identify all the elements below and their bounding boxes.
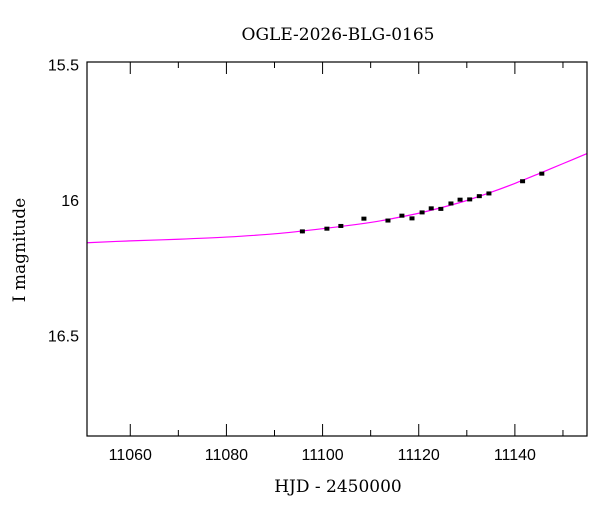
y-tick-label: 15.5 bbox=[48, 58, 79, 75]
data-point bbox=[520, 179, 526, 184]
data-point bbox=[409, 216, 415, 221]
x-tick-label: 11080 bbox=[205, 447, 248, 464]
point-marker bbox=[338, 223, 344, 228]
point-marker bbox=[539, 171, 545, 176]
data-point bbox=[457, 197, 463, 202]
point-marker bbox=[324, 226, 330, 231]
point-marker bbox=[409, 216, 415, 221]
model-curve bbox=[86, 153, 588, 244]
point-marker bbox=[299, 229, 305, 234]
data-point bbox=[486, 191, 492, 196]
axis-ticks bbox=[129, 62, 564, 436]
point-marker bbox=[428, 206, 434, 211]
data-point bbox=[338, 223, 344, 228]
point-marker bbox=[385, 218, 391, 223]
data-points bbox=[299, 171, 545, 234]
point-marker bbox=[399, 213, 405, 218]
x-tick-label: 11140 bbox=[494, 447, 536, 464]
point-marker bbox=[448, 201, 454, 206]
point-marker bbox=[438, 206, 444, 211]
point-marker bbox=[361, 216, 367, 221]
y-tick-label: 16.5 bbox=[48, 329, 79, 346]
data-point bbox=[385, 218, 391, 223]
x-tick-label: 11100 bbox=[302, 447, 344, 464]
data-point bbox=[438, 206, 444, 211]
data-point bbox=[419, 210, 425, 215]
x-tick-label: 11120 bbox=[398, 447, 440, 464]
point-marker bbox=[520, 179, 526, 184]
point-marker bbox=[419, 210, 425, 215]
point-marker bbox=[467, 197, 473, 202]
data-point bbox=[467, 197, 473, 202]
data-point bbox=[428, 206, 434, 211]
axis-tick-labels: 11060 11080 11100 11120 11140 15.5 16 16.5 bbox=[48, 58, 536, 464]
chart-title: OGLE-2026-BLG-0165 bbox=[242, 25, 435, 45]
point-marker bbox=[457, 197, 463, 202]
data-point bbox=[399, 213, 405, 218]
x-tick-label: 11060 bbox=[109, 447, 152, 464]
plot-frame bbox=[86, 61, 588, 437]
data-point bbox=[361, 216, 367, 221]
data-point bbox=[324, 226, 330, 231]
x-axis-label: HJD - 2450000 bbox=[274, 477, 402, 497]
data-point bbox=[299, 229, 305, 234]
y-axis-label: I magnitude bbox=[10, 198, 30, 302]
point-marker bbox=[486, 191, 492, 196]
data-point bbox=[539, 171, 545, 176]
data-point bbox=[448, 201, 454, 206]
data-point bbox=[476, 194, 482, 199]
y-tick-label: 16 bbox=[61, 193, 79, 210]
point-marker bbox=[476, 194, 482, 199]
